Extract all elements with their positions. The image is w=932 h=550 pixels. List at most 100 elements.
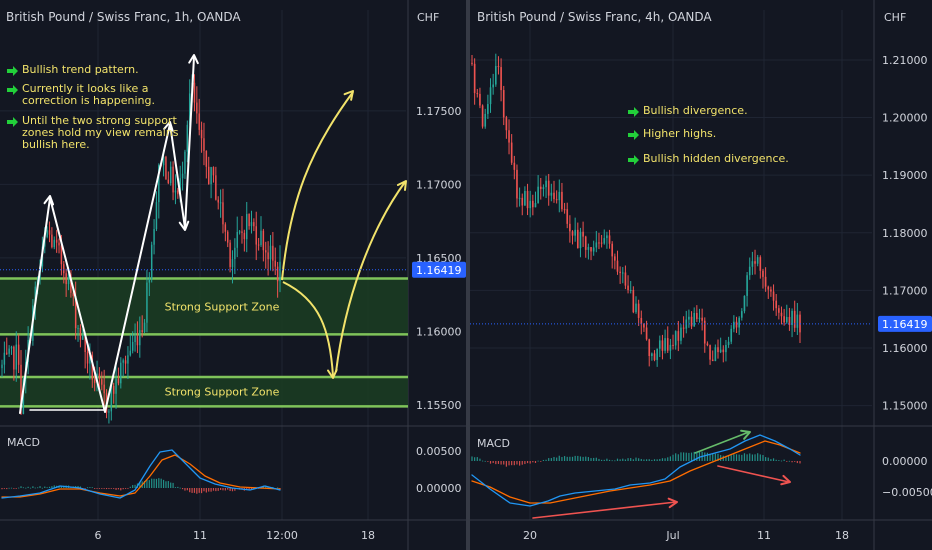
candle-body (719, 349, 722, 353)
chart-1h: Strong Support Zone Strong Support Zone B… (0, 0, 466, 550)
candle-body (762, 270, 764, 277)
candle-body (627, 285, 629, 291)
histogram-bar (227, 488, 229, 490)
candle-body (539, 186, 542, 190)
note-text: correction is happening. (22, 94, 155, 107)
zone-label: Strong Support Zone (165, 300, 280, 313)
histogram-bar (569, 456, 571, 461)
candle-body (255, 226, 257, 245)
candle-body (727, 341, 730, 345)
candle-body (172, 166, 174, 193)
candle-body (608, 235, 611, 244)
histogram-bar (638, 458, 640, 461)
histogram-bar (484, 460, 486, 462)
candle-body (502, 90, 505, 118)
candle-body (513, 162, 516, 170)
histogram-bar (709, 453, 711, 461)
candle-body (656, 348, 658, 360)
histogram-bar (189, 488, 191, 493)
candle-body (532, 200, 534, 208)
histogram-bar (524, 461, 526, 465)
histogram-bar (735, 454, 738, 461)
histogram-bar (537, 460, 539, 462)
notes: Bullish divergence. Higher highs. Bullish … (628, 104, 789, 165)
candle-body (566, 209, 569, 224)
candle-body (169, 166, 172, 184)
histogram-bar (500, 461, 502, 465)
last-price-label: 1.16419 (882, 318, 928, 331)
candle-body (82, 335, 84, 340)
candle-body (759, 257, 762, 271)
histogram-bar (619, 459, 621, 461)
histogram-bar (706, 452, 709, 461)
histogram-bar (590, 458, 592, 461)
histogram-bar (675, 453, 677, 461)
price-tick-label: 1.17000 (416, 178, 462, 191)
histogram-bar (98, 488, 101, 489)
price-tick-label: 1.19000 (882, 169, 928, 182)
candle-body (529, 200, 532, 209)
histogram-bar (505, 461, 507, 467)
last-price-badge (878, 315, 932, 332)
pane-divider[interactable] (466, 0, 470, 550)
histogram-bar (579, 456, 582, 461)
histogram-bar (730, 455, 732, 461)
candle-body (770, 289, 772, 292)
histogram-bar (229, 488, 231, 492)
histogram-bar (86, 487, 89, 489)
candle-body (592, 247, 595, 252)
arrow-up-icon (343, 90, 354, 101)
candle-body (139, 330, 141, 346)
candle-body (767, 286, 770, 290)
white-zigzag (19, 56, 195, 414)
histogram-bar (191, 488, 193, 493)
note-text: bullish here. (22, 138, 90, 151)
histogram-bar (635, 457, 637, 461)
candle-body (217, 199, 219, 203)
candle-body (79, 327, 82, 340)
time-axis: 20 Jul 11 18 (523, 529, 849, 542)
histogram-bar (203, 488, 205, 492)
histogram-bar (696, 451, 698, 461)
time-tick-label: 11 (193, 529, 207, 542)
candle-body (250, 222, 253, 227)
time-axis: 6 11 12:00 18 (95, 529, 376, 542)
candle-body (606, 235, 608, 239)
histogram-bar (84, 488, 86, 489)
candle-body (70, 274, 72, 293)
right-arrow-icon (7, 66, 18, 76)
histogram-bar (37, 487, 39, 489)
time-tick-label: 12:00 (266, 529, 298, 542)
price-tick-label: 1.20000 (882, 112, 928, 125)
note-text: Bullish hidden divergence. (643, 152, 789, 165)
note-text: Bullish divergence. (643, 104, 748, 117)
histogram-bar (22, 487, 24, 489)
candle-body (693, 312, 696, 327)
histogram-bar (751, 454, 753, 461)
histogram-bar (198, 488, 200, 493)
histogram-bar (212, 488, 215, 491)
candle-body (746, 275, 748, 296)
candle-body (167, 179, 170, 184)
histogram-bar (511, 461, 513, 466)
support-zones: Strong Support Zone Strong Support Zone (0, 277, 408, 408)
candle-body (793, 310, 796, 328)
histogram-bar (20, 486, 22, 488)
candle-body (730, 328, 733, 342)
histogram-bar (574, 455, 576, 461)
candle-body (775, 300, 778, 309)
macd-tick-label: 0.00000 (882, 455, 928, 468)
candle-body (526, 190, 529, 209)
histogram-bar (727, 455, 730, 461)
histogram-bar (160, 478, 162, 488)
histogram-bar (778, 460, 780, 461)
candle-body (269, 245, 272, 260)
histogram-bar (794, 461, 796, 462)
candle-body (471, 62, 473, 64)
candle-body (561, 191, 563, 210)
histogram-bar (108, 488, 110, 489)
histogram-bar (661, 458, 664, 461)
histogram-bar (196, 488, 198, 494)
arrow-right-icon (667, 497, 678, 509)
